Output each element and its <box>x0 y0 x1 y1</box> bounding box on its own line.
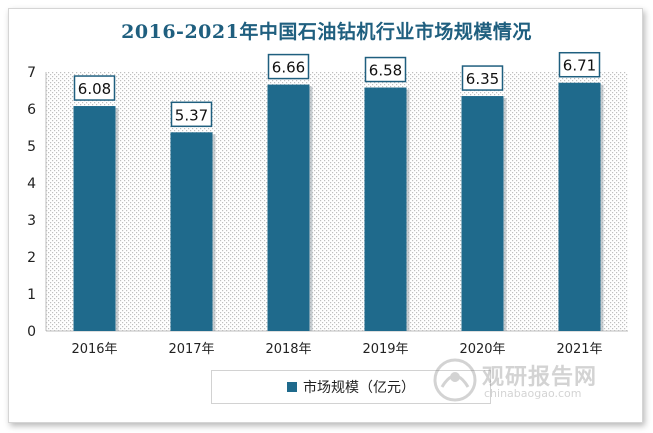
bar <box>73 106 116 331</box>
x-tick-label: 2020年 <box>459 342 505 357</box>
data-label-box <box>461 65 504 91</box>
y-tick-label: 3 <box>27 213 36 229</box>
plot-area-background <box>46 72 628 331</box>
x-tick-label: 2018年 <box>265 342 311 357</box>
chart-title: 2016-2021年中国石油钻机行业市场规模情况 <box>121 21 532 43</box>
y-tick-label: 0 <box>27 324 36 340</box>
data-label-box <box>170 101 213 128</box>
y-tick-label: 6 <box>27 102 36 118</box>
legend-swatch <box>287 382 297 392</box>
bar <box>558 82 601 331</box>
data-label-box <box>73 75 116 101</box>
bar <box>461 96 504 331</box>
bar <box>364 87 407 331</box>
data-label: 6.35 <box>466 70 499 88</box>
y-tick-label: 4 <box>27 176 36 192</box>
data-label-box <box>267 53 310 80</box>
data-label: 6.66 <box>272 59 305 77</box>
legend: 市场规模（亿元） <box>211 370 491 404</box>
data-label: 6.08 <box>78 80 111 98</box>
data-label: 6.58 <box>369 62 402 80</box>
x-tick-label: 2021年 <box>556 342 602 357</box>
y-tick-label: 7 <box>27 65 36 81</box>
y-tick-label: 1 <box>27 287 36 303</box>
data-label-box <box>558 51 601 78</box>
x-tick-label: 2017年 <box>168 342 214 357</box>
bar <box>170 132 213 331</box>
y-tick-label: 2 <box>27 250 36 266</box>
y-tick-label: 5 <box>27 139 36 155</box>
x-tick-label: 2019年 <box>362 342 408 357</box>
legend-label: 市场规模（亿元） <box>303 380 415 396</box>
bar <box>267 84 310 331</box>
x-tick-label: 2016年 <box>71 342 117 357</box>
data-label: 5.37 <box>175 106 208 124</box>
data-label-box <box>364 56 407 83</box>
data-label: 6.71 <box>563 57 596 75</box>
